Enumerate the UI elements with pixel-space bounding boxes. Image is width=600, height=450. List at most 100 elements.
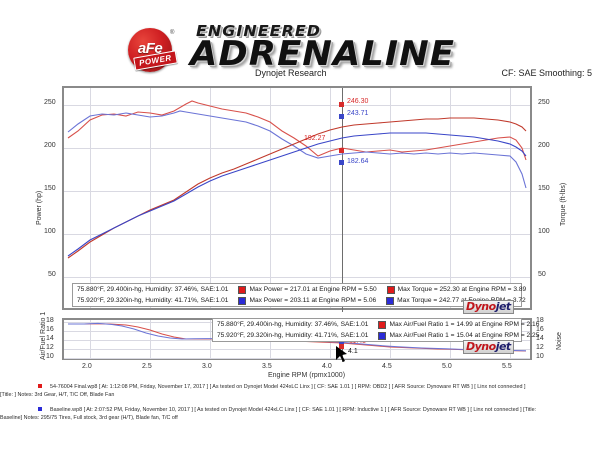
power-torque-plot: 246.30 243.71 192.27 182.64 xyxy=(62,86,532,312)
y-axis-title-power: Power (hp) xyxy=(36,190,43,225)
y-tick-afr-14: 14 xyxy=(46,335,54,342)
dynojet-watermark-dyno: Dyno xyxy=(466,340,496,353)
legend-swatch-red-icon xyxy=(238,285,247,294)
y-tick-noise-14: 14 xyxy=(536,335,544,342)
registered-mark-icon: ® xyxy=(170,30,175,36)
callout-torque-run1: 246.30 xyxy=(347,98,369,105)
gridline-h xyxy=(64,105,530,106)
y-tick-noise-12: 12 xyxy=(536,344,544,351)
callout-marker-afr-run1 xyxy=(339,344,344,349)
legend-swatch-red-icon xyxy=(378,320,387,329)
y-axis-title-afr: Air/Fuel Ratio 1 xyxy=(40,311,47,360)
legend-swatch-blue-icon xyxy=(238,296,247,305)
x-tick-5-5: 5.5 xyxy=(502,363,512,370)
y-tick-right-150: 150 xyxy=(538,185,550,192)
gridline-h xyxy=(64,234,530,235)
x-tick-4-5: 4.5 xyxy=(382,363,392,370)
callout-marker-torque-run2 xyxy=(339,114,344,119)
run2-line1: Baseline.wp8 [ At: 2:07:52 PM, Friday, N… xyxy=(50,407,537,413)
afe-power-logo: aFe ® POWER xyxy=(120,24,200,72)
y-tick-afr-18: 18 xyxy=(46,317,54,324)
dynojet-watermark-jet: jet xyxy=(495,300,512,313)
gridline-h xyxy=(64,277,530,278)
gridline-v xyxy=(150,320,151,358)
x-tick-2-5: 2.5 xyxy=(142,363,152,370)
legend-power-run2: Max Power = 203.11 at Engine RPM = 5.06 xyxy=(238,296,376,305)
power-torque-curves xyxy=(67,100,527,259)
y-tick-noise-18: 18 xyxy=(536,317,544,324)
gridline-h xyxy=(64,191,530,192)
afr-legend-value-run2: Max Air/Fuel Ratio 1 = 15.04 at Engine R… xyxy=(378,331,539,340)
title-adrenaline: ADRENALINE xyxy=(190,34,455,74)
run1-line1: 54-76004 Final.wp8 [ At: 1:12:08 PM, Fri… xyxy=(50,384,526,390)
gridline-v xyxy=(510,88,511,308)
y-tick-right-200: 200 xyxy=(538,142,550,149)
dynojet-watermark-dyno: Dyno xyxy=(466,300,496,313)
cursor-arrow-icon[interactable] xyxy=(336,346,348,362)
x-tick-2-0: 2.0 xyxy=(82,363,92,370)
y-tick-left-150: 150 xyxy=(44,185,56,192)
callout-marker-torque-run1 xyxy=(339,102,344,107)
y-tick-left-250: 250 xyxy=(44,99,56,106)
callout-power-run1: 192.27 xyxy=(304,135,326,142)
x-tick-3-5: 3.5 xyxy=(262,363,272,370)
run-note-2: Baseline.wp8 [ At: 2:07:52 PM, Friday, N… xyxy=(0,406,600,422)
run-bullet-blue-icon xyxy=(38,407,42,411)
gridline-v xyxy=(270,88,271,308)
page-header: aFe ® POWER ENGINEERED ADRENALINE xyxy=(0,14,600,74)
y-tick-noise-10: 10 xyxy=(536,353,544,360)
gridline-h xyxy=(64,358,530,359)
cursor-line[interactable] xyxy=(342,88,343,312)
gridline-v xyxy=(330,88,331,308)
callout-rpm-cursor: 4.1 xyxy=(348,348,358,355)
legend-torque-run1: Max Torque = 252.30 at Engine RPM = 3.89 xyxy=(386,285,526,294)
x-tick-3-0: 3.0 xyxy=(202,363,212,370)
legend-swatch-red-icon xyxy=(386,285,395,294)
callout-marker-power-run1 xyxy=(339,148,344,153)
dynojet-watermark-main: Dynojet xyxy=(463,300,514,314)
x-tick-5-0: 5.0 xyxy=(442,363,452,370)
legend-swatch-blue-icon xyxy=(378,331,387,340)
dynojet-watermark-afr: Dynojet xyxy=(463,340,514,354)
x-tick-4-0: 4.0 xyxy=(322,363,332,370)
legend-row: 75.880°F, 29.400in-hg, Humidity: 37.46%,… xyxy=(213,319,539,330)
legend-row: 75.880°F, 29.400in-hg, Humidity: 37.46%,… xyxy=(73,284,526,295)
legend-row: 75.920°F, 29.320in-hg, Humidity: 41.71%,… xyxy=(73,295,526,306)
gridline-v xyxy=(90,88,91,308)
dynojet-watermark-jet: jet xyxy=(495,340,512,353)
y-axis-title-noise: Noise xyxy=(556,332,563,350)
afr-legend: 75.880°F, 29.400in-hg, Humidity: 37.46%,… xyxy=(212,318,539,342)
y-tick-left-50: 50 xyxy=(48,271,56,278)
run-note-1: 54-76004 Final.wp8 [ At: 1:12:08 PM, Fri… xyxy=(0,383,600,399)
callout-power-run2: 182.64 xyxy=(347,158,369,165)
run-bullet-red-icon xyxy=(38,384,42,388)
y-tick-afr-10: 10 xyxy=(46,353,54,360)
legend-torque-run2: Max Torque = 242.77 at Engine RPM = 3.72 xyxy=(386,296,526,305)
power-torque-legend: 75.880°F, 29.400in-hg, Humidity: 37.46%,… xyxy=(72,283,526,307)
legend-conditions-run1: 75.880°F, 29.400in-hg, Humidity: 37.46%,… xyxy=(77,286,229,293)
y-tick-left-100: 100 xyxy=(44,228,56,235)
run-notes-footer: 54-76004 Final.wp8 [ At: 1:12:08 PM, Fri… xyxy=(0,383,600,429)
afr-legend-conditions-run2: 75.920°F, 29.320in-hg, Humidity: 41.71%,… xyxy=(217,332,369,339)
title-engineered: ENGINEERED xyxy=(196,22,322,40)
x-axis-title: Engine RPM (rpmx1000) xyxy=(268,372,346,379)
callout-torque-run2: 243.71 xyxy=(347,110,369,117)
run2-line2: Baseline] Notes: 295/75 Tires, Full stoc… xyxy=(0,415,178,421)
y-tick-right-50: 50 xyxy=(538,271,546,278)
afr-legend-value-run1: Max Air/Fuel Ratio 1 = 14.99 at Engine R… xyxy=(378,320,539,329)
afr-legend-conditions-run1: 75.880°F, 29.400in-hg, Humidity: 37.46%,… xyxy=(217,321,369,328)
y-axis-title-torque: Torque (ft-lbs) xyxy=(560,182,567,226)
legend-swatch-blue-icon xyxy=(386,296,395,305)
gridline-v xyxy=(210,88,211,308)
gridline-h xyxy=(64,349,530,350)
y-tick-afr-16: 16 xyxy=(46,326,54,333)
dynojet-research-label: Dynojet Research xyxy=(255,68,327,78)
legend-conditions-run2: 75.920°F, 29.320in-hg, Humidity: 41.71%,… xyxy=(77,297,229,304)
run1-line2: [Title: ] Notes: 3rd Gear, H/T, T/C Off,… xyxy=(0,392,115,398)
callout-marker-power-run2 xyxy=(339,160,344,165)
gridline-v xyxy=(90,320,91,358)
y-tick-right-100: 100 xyxy=(538,228,550,235)
gridline-v xyxy=(450,88,451,308)
y-tick-left-200: 200 xyxy=(44,142,56,149)
